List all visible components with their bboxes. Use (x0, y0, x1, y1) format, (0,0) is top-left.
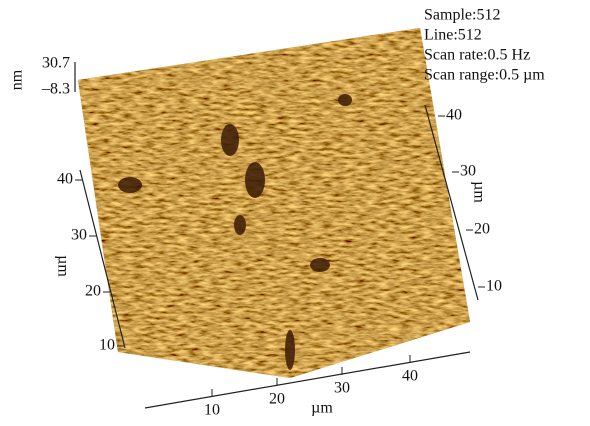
bottom-unit: µm (311, 400, 333, 417)
left-tick-label: 40 (57, 171, 73, 188)
scan-info: Scan rate:0.5 Hz (424, 47, 530, 64)
left-tick-label: 30 (71, 227, 87, 244)
right-tick-label: 30 (460, 163, 476, 180)
left-tick-label: 10 (99, 337, 115, 354)
afm-figure: Sample:512 Line:512 Scan rate:0.5 Hz Scan r… (0, 0, 590, 426)
scan-info: Sample:512 (424, 7, 500, 24)
left-tick-label: 20 (85, 283, 101, 300)
bottom-tick-label: 40 (402, 368, 418, 385)
bottom-tick-label: 20 (269, 391, 285, 408)
surface (70, 20, 480, 390)
z-unit: nm (9, 69, 26, 90)
bottom-tick-label: 10 (204, 402, 220, 419)
right-tick-label: 10 (486, 278, 502, 295)
z-max: 30.7 (42, 55, 70, 72)
z-min: –8.3 (41, 81, 70, 98)
left-unit: µm (54, 255, 71, 277)
bottom-tick-label: 30 (334, 380, 350, 397)
scan-info: Line:512 (424, 27, 482, 44)
scan-info: Scan range:0.5 µm (424, 67, 545, 84)
right-tick-label: 20 (474, 221, 490, 238)
right-tick-label: 40 (446, 107, 462, 124)
right-unit: µm (470, 181, 487, 203)
